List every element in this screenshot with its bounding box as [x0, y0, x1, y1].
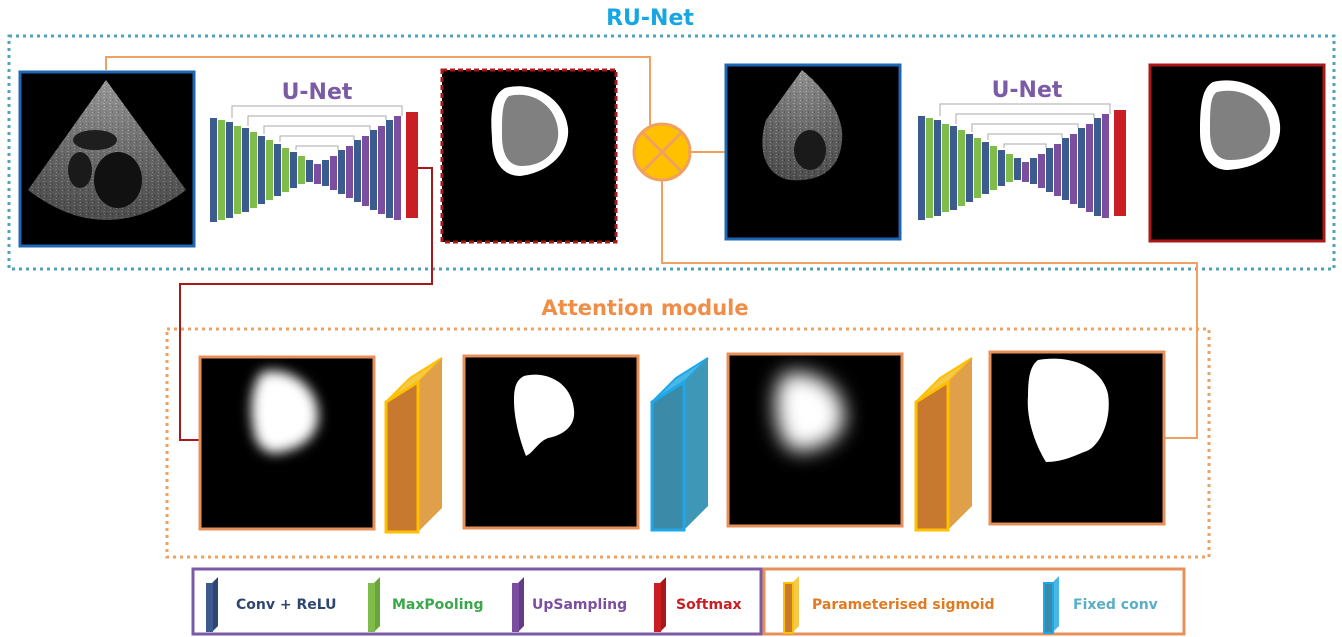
legend-fixed-conv-label: Fixed conv: [1073, 597, 1158, 613]
attention-binary-mask-1: [462, 354, 640, 530]
attention-heatmap-2: [726, 352, 904, 528]
attention-output-line: [661, 178, 1198, 439]
legend-box-unet: [191, 567, 763, 636]
first-segmentation-output: [440, 68, 618, 244]
runet-title: RU-Net: [606, 6, 694, 31]
legend-upsampling-icon: [512, 577, 524, 632]
legend-softmax-icon: [654, 577, 666, 632]
legend-param-sigmoid-label: Parameterised sigmoid: [812, 597, 995, 613]
attention-module-title: Attention module: [541, 296, 749, 320]
param-sigmoid-block-1: [384, 357, 443, 534]
attention-dotted-frame: [165, 327, 1211, 559]
legend-conv-relu-icon: [206, 577, 218, 632]
legend-maxpooling-label: MaxPooling: [392, 597, 484, 613]
unet-title-2: U-Net: [991, 78, 1063, 103]
attention-binary-mask-2: [988, 350, 1166, 526]
attention-input-heatmap: [198, 355, 376, 531]
legend-upsampling-label: UpSampling: [532, 597, 628, 613]
param-sigmoid-block-2: [914, 357, 973, 532]
runet-dotted-frame: [7, 34, 1336, 271]
fixed-conv-block: [650, 357, 709, 532]
legend-conv-relu-label: Conv + ReLU: [236, 597, 337, 613]
unet-block-1: [210, 105, 418, 222]
legend-fixed-conv-icon: [1043, 576, 1059, 634]
unet-to-attention-line: [179, 167, 433, 441]
input-ultrasound-image: [18, 70, 196, 248]
unet-block-2: [918, 103, 1126, 220]
unet-title-1: U-Net: [281, 80, 353, 105]
input-to-multiply-line: [105, 56, 651, 125]
final-segmentation-output: [1148, 63, 1326, 243]
legend-maxpooling-icon: [368, 577, 380, 632]
legend-box-attention: [762, 567, 1186, 636]
legend-softmax-label: Softmax: [676, 597, 742, 613]
masked-ultrasound-image: [724, 63, 902, 241]
legend-param-sigmoid-icon: [783, 576, 799, 634]
multiply-node: [632, 122, 692, 182]
